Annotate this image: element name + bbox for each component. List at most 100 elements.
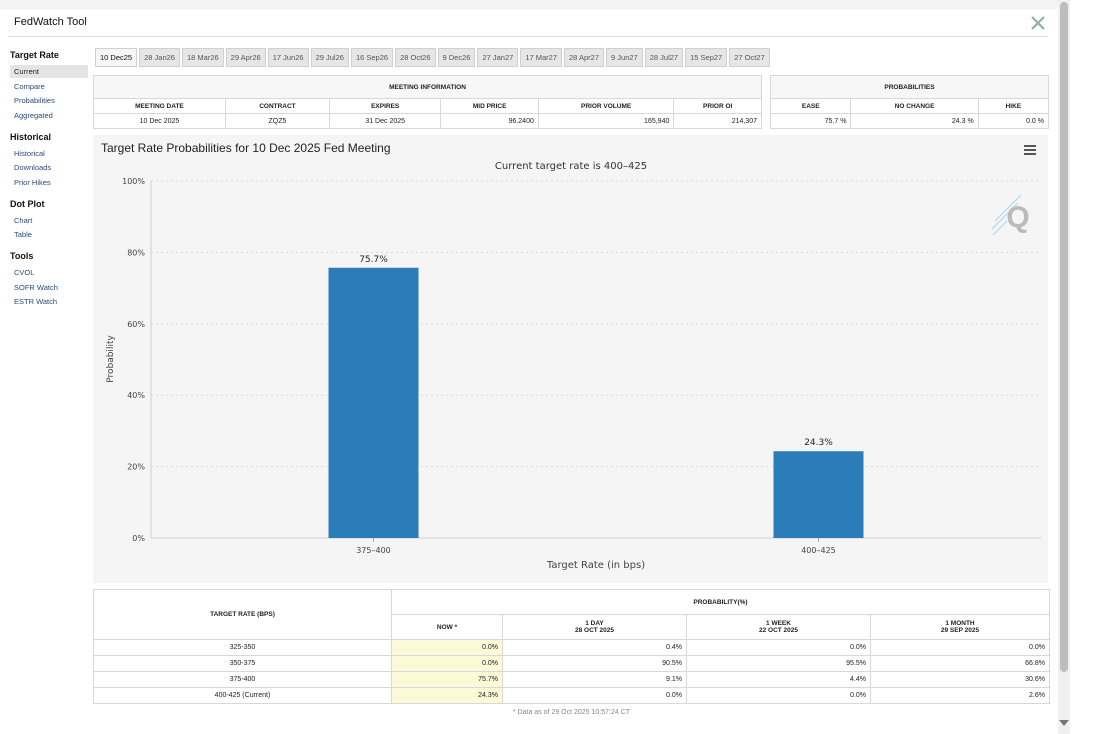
y-tick-label: 20% — [127, 463, 145, 472]
probability-cell: 30.6% — [870, 671, 1050, 688]
scrollbar-thumb[interactable] — [1060, 2, 1068, 672]
probability-history-table: TARGET RATE (BPS) PROBABILITY(%) NOW * 1… — [93, 589, 1050, 704]
probability-cell: 66.8% — [870, 655, 1050, 672]
y-tick-label: 80% — [127, 248, 145, 257]
rate-cell: 400-425 (Current) — [93, 687, 392, 704]
probability-cell: 0.0% — [870, 639, 1050, 656]
tab-meeting[interactable]: 28 Apr27 — [564, 48, 605, 67]
x-axis-title: Target Rate (in bps) — [546, 560, 645, 571]
sidebar-item-probabilities[interactable]: Probabilities — [14, 96, 55, 105]
tab-meeting[interactable]: 9 Jun27 — [606, 48, 643, 67]
x-social-icon[interactable] — [1030, 15, 1046, 31]
tab-meeting[interactable]: 29 Apr26 — [225, 48, 266, 67]
tab-meeting[interactable]: 29 Jul26 — [310, 48, 349, 67]
col-1-week: 1 WEEK 22 OCT 2025 — [686, 614, 871, 640]
hike-value: 0.0 % — [977, 113, 1050, 129]
sidebar: Target Rate Current Compare Probabilities Ag… — [10, 50, 88, 310]
col-1-day: 1 DAY 28 OCT 2025 — [502, 614, 687, 640]
tab-meeting[interactable]: 28 Jul27 — [644, 48, 684, 67]
meeting-tabs: 10 Dec25 28 Jan26 18 Mar26 29 Apr26 17 Jun26… — [95, 48, 770, 67]
sidebar-item-prior-hikes[interactable]: Prior Hikes — [14, 177, 51, 187]
y-axis-title: Probability — [106, 335, 116, 383]
bar-data-label: 75.7% — [359, 255, 388, 265]
bar — [773, 451, 864, 538]
rate-cell: 350-375 — [93, 655, 392, 672]
x-tick-label: 400–425 — [801, 546, 836, 555]
rate-header: TARGET RATE (BPS) — [93, 589, 392, 640]
app-title: FedWatch Tool — [14, 16, 87, 28]
chart-menu-icon[interactable] — [1024, 145, 1036, 155]
col-ease: EASE — [769, 98, 852, 114]
tab-meeting[interactable]: 28 Jan26 — [139, 48, 180, 67]
tab-meeting[interactable]: 27 Oct27 — [729, 48, 770, 67]
bar-chart: Current target rate is 400–425 0% 20% 40% 60… — [106, 161, 1041, 571]
meeting-info-table: MEETING INFORMATION MEETING DATE CONTRAC… — [93, 75, 762, 129]
prior-oi-value: 214,307 — [673, 113, 762, 129]
tab-meeting[interactable]: 10 Dec25 — [95, 48, 138, 67]
table-row: 400-425 (Current) 24.3% 0.0% 0.0% 2.6% — [93, 687, 1050, 704]
cme-logo-watermark: Q — [991, 194, 1030, 236]
table-row: 325-350 0.0% 0.4% 0.0% 0.0% — [93, 639, 1050, 656]
probability-cell: 0.0% — [686, 687, 871, 704]
col-hike: HIKE — [977, 98, 1050, 114]
no-change-value: 24.3 % — [850, 113, 979, 129]
col-no-change: NO CHANGE — [850, 98, 979, 114]
probability-group-header: PROBABILITY(%) — [391, 589, 1050, 615]
col-1-month: 1 MONTH 29 SEP 2025 — [870, 614, 1050, 640]
probability-cell: 95.5% — [686, 655, 871, 672]
mid-price-value: 96.2400 — [440, 113, 539, 129]
sidebar-item-sofr-watch[interactable]: SOFR Watch — [14, 282, 58, 292]
sidebar-item-table[interactable]: Table — [14, 230, 32, 239]
logo-letter: Q — [1006, 201, 1029, 234]
probability-cell: 0.0% — [391, 639, 503, 656]
probability-cell: 0.0% — [502, 687, 687, 704]
header-divider — [8, 36, 1048, 37]
bar-data-label: 24.3% — [804, 438, 833, 448]
y-tick-label: 40% — [127, 391, 145, 400]
y-tick-label: 100% — [122, 177, 145, 186]
x-tick-label: 375–400 — [356, 546, 391, 555]
tab-meeting[interactable]: 9 Dec26 — [437, 48, 476, 67]
tab-meeting[interactable]: 28 Oct26 — [395, 48, 436, 67]
tab-meeting[interactable]: 27 Jan27 — [477, 48, 519, 67]
table-row: 375-400 75.7% 9.1% 4.4% 30.6% — [93, 671, 1050, 688]
probabilities-table: PROBABILITIES EASE NO CHANGE HIKE 75.7 %… — [769, 75, 1050, 129]
probability-cell: 4.4% — [686, 671, 871, 688]
sidebar-item-estr-watch[interactable]: ESTR Watch — [14, 297, 58, 306]
sidebar-item-aggregated[interactable]: Aggregated — [14, 110, 53, 120]
sidebar-item-historical[interactable]: Historical — [14, 148, 45, 158]
probabilities-heading: PROBABILITIES — [770, 75, 1049, 99]
probability-cell: 9.1% — [502, 671, 687, 688]
rate-cell: 375-400 — [93, 671, 392, 688]
chart-title: Target Rate Probabilities for 10 Dec 202… — [101, 141, 391, 155]
probability-cell: 0.0% — [686, 639, 871, 656]
scroll-down-icon[interactable] — [1059, 720, 1069, 726]
sidebar-item-downloads[interactable]: Downloads — [14, 163, 52, 172]
col-prior-volume: PRIOR VOLUME — [537, 98, 675, 114]
ease-value: 75.7 % — [769, 113, 852, 129]
tab-meeting[interactable]: 16 Sep26 — [350, 48, 394, 67]
col-mid-price: MID PRICE — [440, 98, 539, 114]
tab-meeting[interactable]: 17 Mar27 — [520, 48, 562, 67]
contract-value: ZQZ5 — [224, 113, 330, 129]
col-contract: CONTRACT — [224, 98, 330, 114]
meeting-date-value: 10 Dec 2025 — [93, 113, 226, 129]
col-prior-oi: PRIOR OI — [673, 98, 762, 114]
sidebar-item-current[interactable]: Current — [10, 65, 88, 78]
probability-cell: 24.3% — [391, 687, 503, 704]
top-strip — [0, 0, 1058, 9]
tab-meeting[interactable]: 15 Sep27 — [685, 48, 728, 67]
probability-cell: 0.4% — [502, 639, 687, 656]
sidebar-item-cvol[interactable]: CVOL — [14, 268, 35, 277]
chart-subtitle: Current target rate is 400–425 — [495, 161, 647, 172]
sidebar-item-chart[interactable]: Chart — [14, 215, 33, 225]
sidebar-item-compare[interactable]: Compare — [14, 81, 45, 91]
col-meeting-date: MEETING DATE — [93, 98, 226, 114]
sidebar-heading: Target Rate — [10, 50, 59, 60]
col-expires: EXPIRES — [328, 98, 442, 114]
tab-meeting[interactable]: 18 Mar26 — [181, 48, 224, 67]
page-scrollbar[interactable] — [1058, 0, 1070, 734]
tab-meeting[interactable]: 17 Jun26 — [267, 48, 309, 67]
bar — [328, 267, 419, 538]
y-tick-label: 0% — [132, 534, 145, 543]
